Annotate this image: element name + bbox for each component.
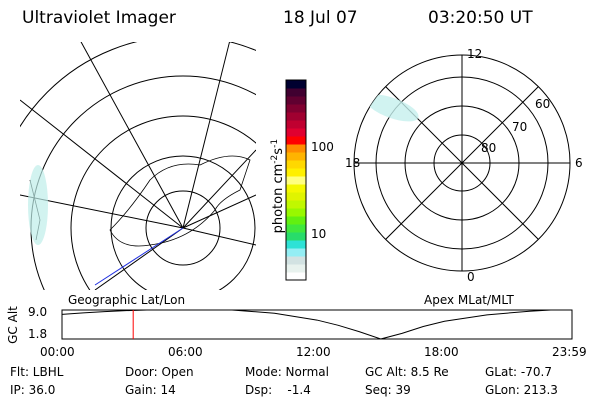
y-tick: 1.8 <box>28 327 48 341</box>
colorbar-segment <box>286 240 306 249</box>
colorbar <box>286 80 306 281</box>
filter-status: Flt: LBHL <box>10 365 64 379</box>
altitude-plot <box>61 309 573 340</box>
ip-status: IP: 36.0 <box>10 383 56 397</box>
left-map-label: Geographic Lat/Lon <box>68 293 186 307</box>
colorbar-segment <box>286 104 306 113</box>
colorbar-tick-10: 10 <box>311 227 327 241</box>
colorbar-segment <box>286 112 306 121</box>
colorbar-segment <box>286 248 306 257</box>
instrument-title: Ultraviolet Imager <box>22 8 176 28</box>
x-tick: 18:00 <box>424 345 459 359</box>
colorbar-segment <box>286 160 306 169</box>
colorbar-segment <box>286 168 306 177</box>
colorbar-segment <box>286 272 306 281</box>
time: 03:20:50 UT <box>428 8 533 28</box>
mode-status: Mode: Normal <box>245 365 329 379</box>
x-tick: 12:00 <box>296 345 331 359</box>
lat-label-60: 60 <box>535 97 551 111</box>
lat-label-80: 80 <box>481 141 497 155</box>
gc-alt-status: GC Alt: 8.5 Re <box>365 365 449 379</box>
colorbar-segment <box>286 184 306 193</box>
colorbar-segment <box>286 232 306 241</box>
right-map-label: Apex MLat/MLT <box>424 293 514 307</box>
colorbar-segment <box>286 144 306 153</box>
colorbar-segment <box>286 128 306 137</box>
lat-label-70: 70 <box>512 120 528 134</box>
colorbar-segment <box>286 208 306 217</box>
x-tick: 06:00 <box>168 345 203 359</box>
door-status: Door: Open <box>125 365 194 379</box>
colorbar-segment <box>286 216 306 225</box>
mlt-label-6: 6 <box>575 156 583 170</box>
y-tick: 9.0 <box>28 305 48 319</box>
colorbar-unit-label: photon cm-2s-1 <box>269 138 287 234</box>
glon-status: GLon: 213.3 <box>485 383 558 397</box>
colorbar-segment <box>286 136 306 145</box>
polar-plot <box>353 54 571 272</box>
y-axis-label: GC Alt <box>5 306 20 344</box>
colorbar-tick-100: 100 <box>311 140 334 154</box>
colorbar-segment <box>286 152 306 161</box>
colorbar-segment <box>286 96 306 105</box>
seq-status: Seq: 39 <box>365 383 411 397</box>
mlt-label-0: 0 <box>467 270 475 284</box>
colorbar-segment <box>286 200 306 209</box>
gain-status: Gain: 14 <box>125 383 176 397</box>
colorbar-segment <box>286 192 306 201</box>
mlt-label-12: 12 <box>467 47 483 61</box>
dsp-status: Dsp: -1.4 <box>245 383 311 397</box>
date: 18 Jul 07 <box>283 8 358 28</box>
colorbar-segment <box>286 224 306 233</box>
mlt-label-18: 18 <box>345 156 361 170</box>
colorbar-segment <box>286 88 306 97</box>
x-tick: 23:59 <box>552 345 587 359</box>
plot-frame <box>61 309 573 340</box>
altitude-line <box>61 309 572 340</box>
colorbar-segment <box>286 176 306 185</box>
colorbar-segment <box>286 80 306 89</box>
colorbar-segment <box>286 120 306 129</box>
x-tick: 00:00 <box>40 345 75 359</box>
colorbar-segment <box>286 264 306 273</box>
glat-status: GLat: -70.7 <box>485 365 552 379</box>
colorbar-segment <box>286 256 306 265</box>
